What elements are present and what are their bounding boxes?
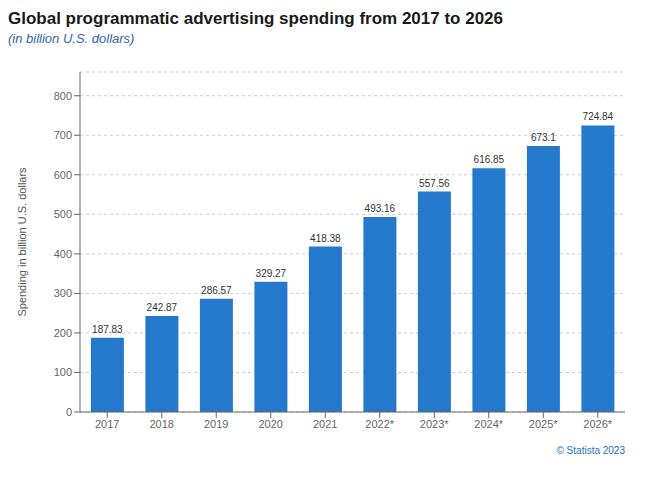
svg-text:493.16: 493.16 (365, 203, 396, 214)
svg-text:673.1: 673.1 (531, 132, 556, 143)
svg-text:700: 700 (54, 129, 72, 141)
svg-text:2025*: 2025* (529, 418, 558, 430)
svg-text:200: 200 (54, 327, 72, 339)
svg-text:2018: 2018 (150, 418, 174, 430)
svg-text:300: 300 (54, 287, 72, 299)
svg-text:2026*: 2026* (583, 418, 612, 430)
svg-text:400: 400 (54, 248, 72, 260)
svg-text:616.85: 616.85 (474, 154, 505, 165)
html-text:© Statista 2023: © Statista 2023 (556, 445, 625, 456)
svg-text:2020: 2020 (259, 418, 283, 430)
html-text:Global programmatic advertisin: Global programmatic advertising spending… (8, 9, 503, 28)
svg-text:2019: 2019 (204, 418, 228, 430)
html-text:(in billion U.S. dollars): (in billion U.S. dollars) (8, 31, 135, 46)
svg-text:500: 500 (54, 208, 72, 220)
svg-text:557.56: 557.56 (419, 178, 450, 189)
svg-text:2021: 2021 (313, 418, 337, 430)
svg-text:724.84: 724.84 (583, 111, 614, 122)
svg-text:2022*: 2022* (365, 418, 394, 430)
svg-text:100: 100 (54, 366, 72, 378)
svg-text:600: 600 (54, 169, 72, 181)
svg-text:800: 800 (54, 90, 72, 102)
svg-text:329.27: 329.27 (256, 268, 287, 279)
svg-text:2017: 2017 (95, 418, 119, 430)
svg-text:0: 0 (66, 406, 72, 418)
svg-text:286.57: 286.57 (201, 285, 232, 296)
svg-text:2023*: 2023* (420, 418, 449, 430)
svg-text:2024*: 2024* (474, 418, 503, 430)
svg-text:242.87: 242.87 (147, 302, 178, 313)
svg-text:418.38: 418.38 (310, 233, 341, 244)
svg-text:Spending in billion U.S. dolla: Spending in billion U.S. dollars (16, 167, 28, 317)
svg-text:187.83: 187.83 (92, 324, 123, 335)
